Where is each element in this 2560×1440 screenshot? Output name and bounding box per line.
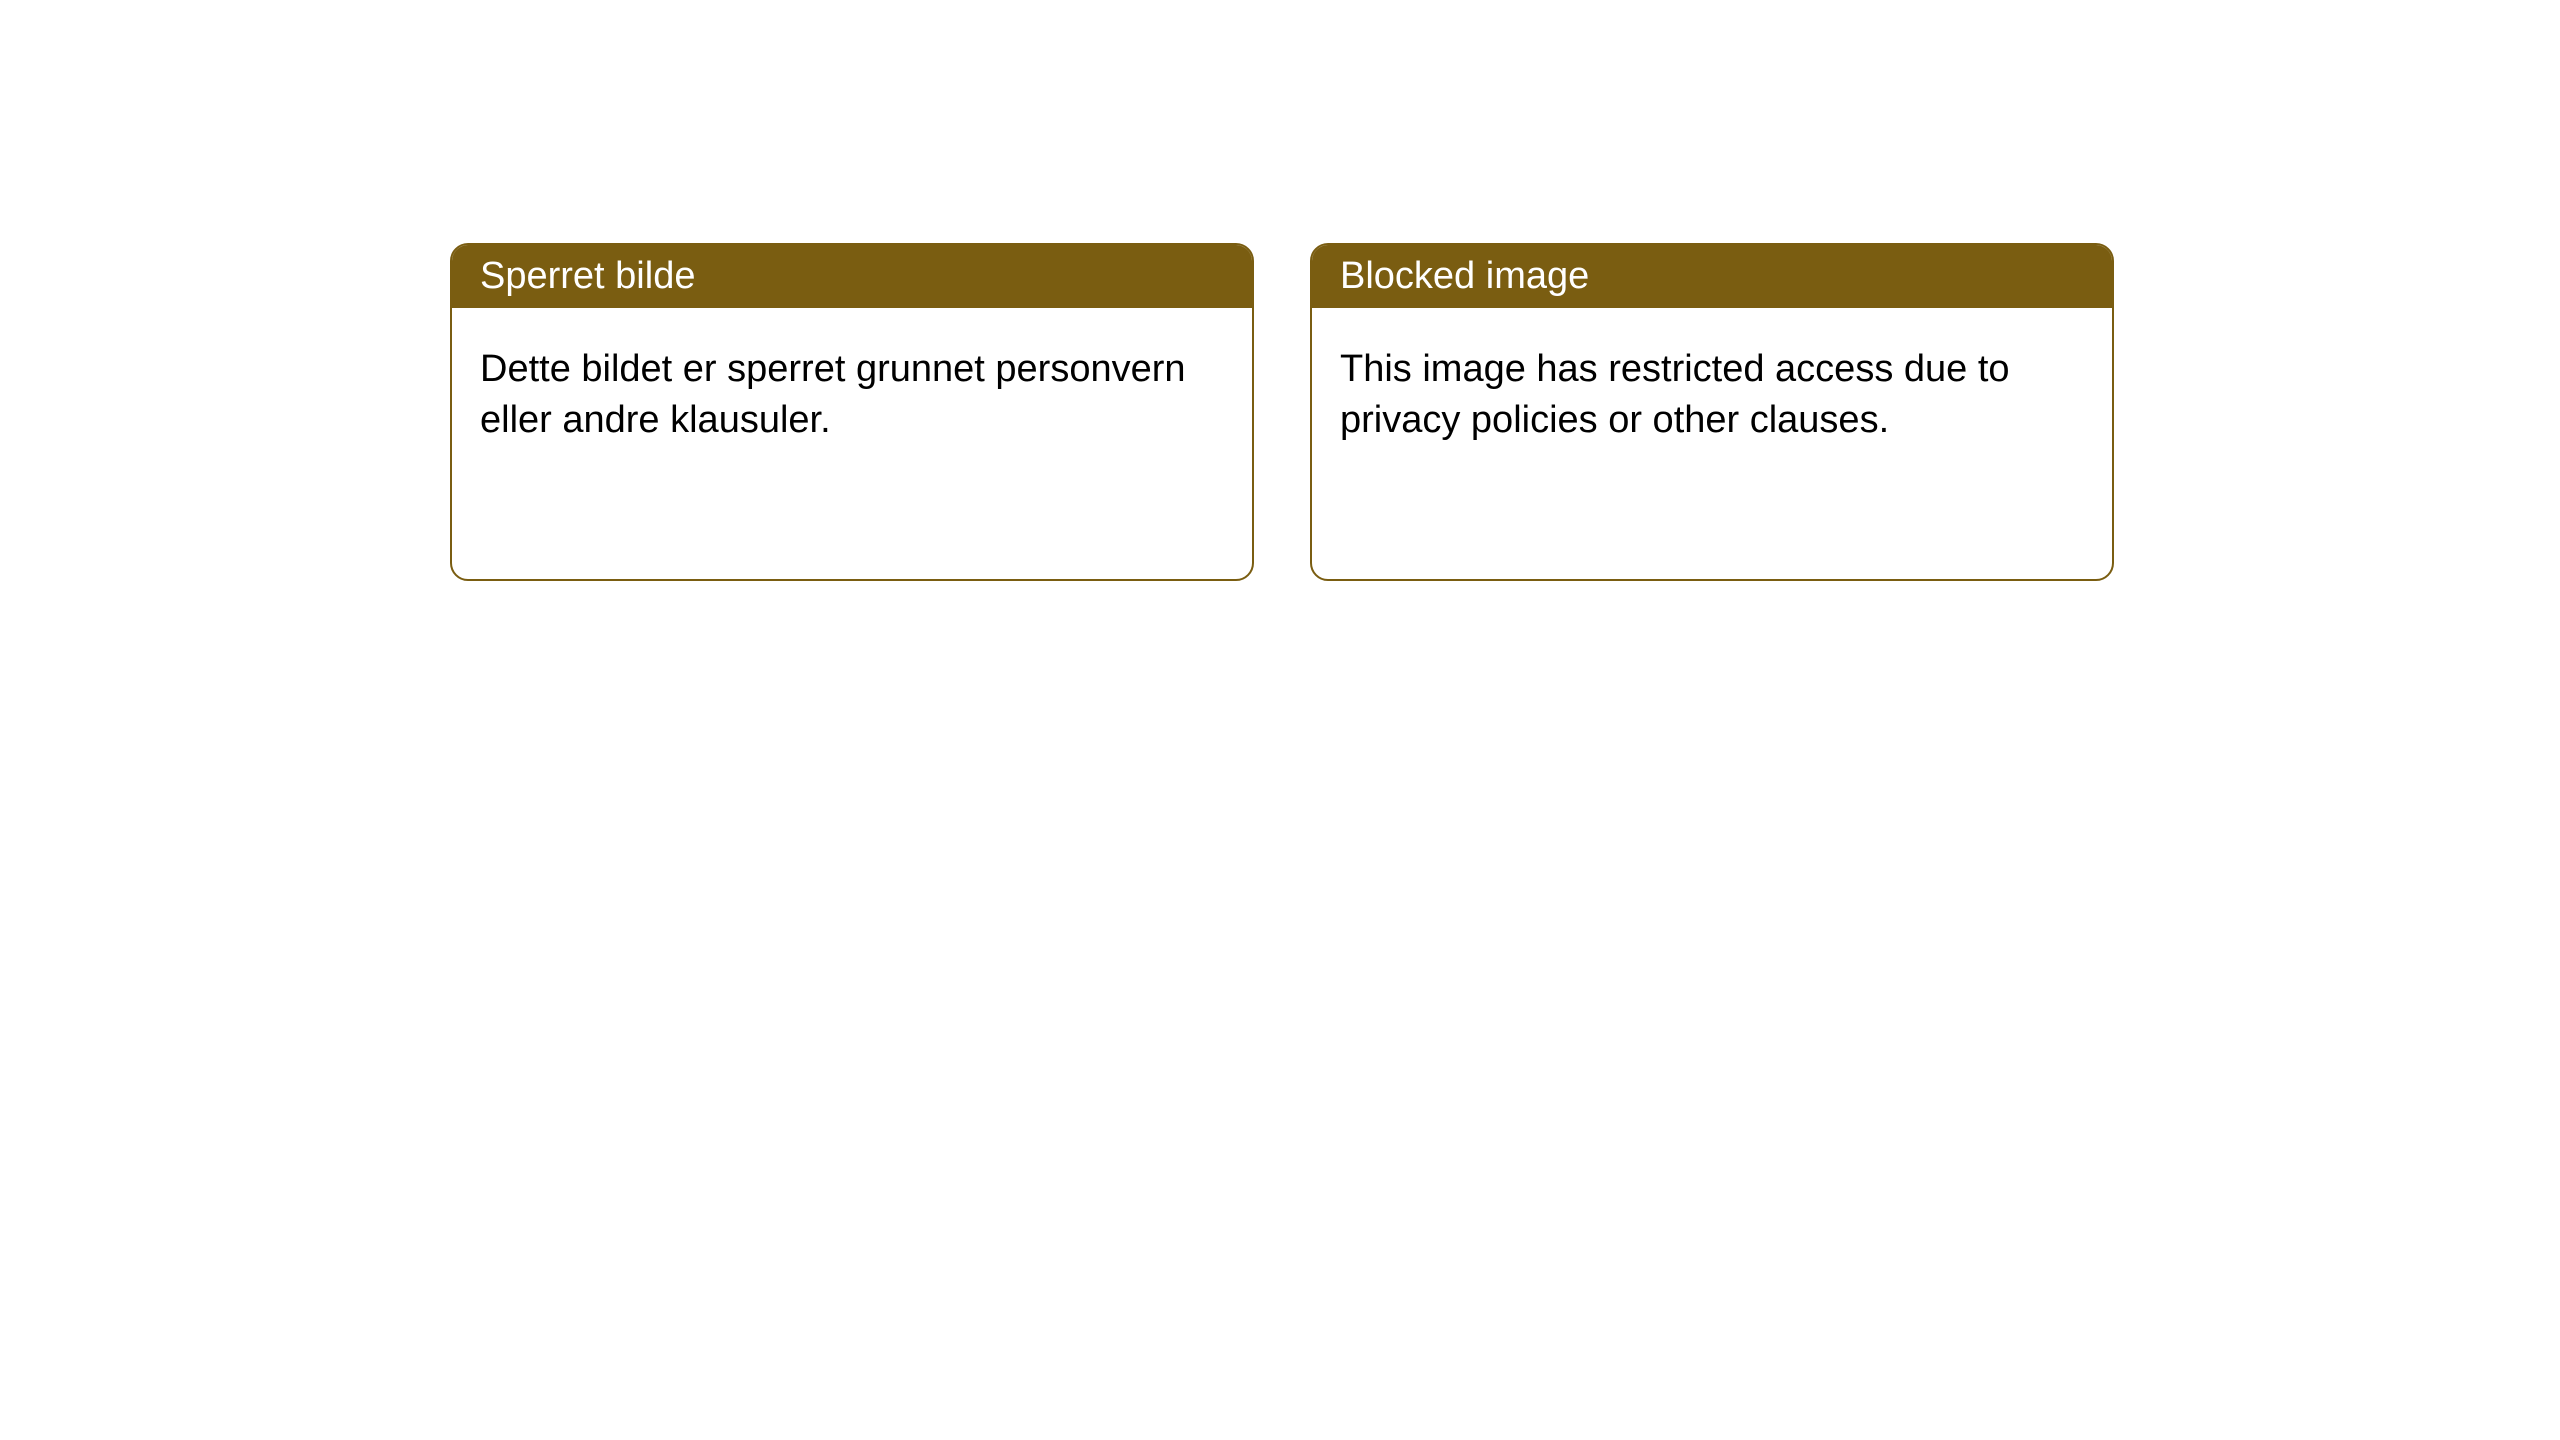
card-header-en: Blocked image xyxy=(1312,245,2112,308)
blocked-image-card-en: Blocked image This image has restricted … xyxy=(1310,243,2114,581)
card-header-no: Sperret bilde xyxy=(452,245,1252,308)
card-body-en: This image has restricted access due to … xyxy=(1312,308,2112,483)
blocked-image-card-no: Sperret bilde Dette bildet er sperret gr… xyxy=(450,243,1254,581)
cards-container: Sperret bilde Dette bildet er sperret gr… xyxy=(0,0,2560,581)
card-body-no: Dette bildet er sperret grunnet personve… xyxy=(452,308,1252,483)
